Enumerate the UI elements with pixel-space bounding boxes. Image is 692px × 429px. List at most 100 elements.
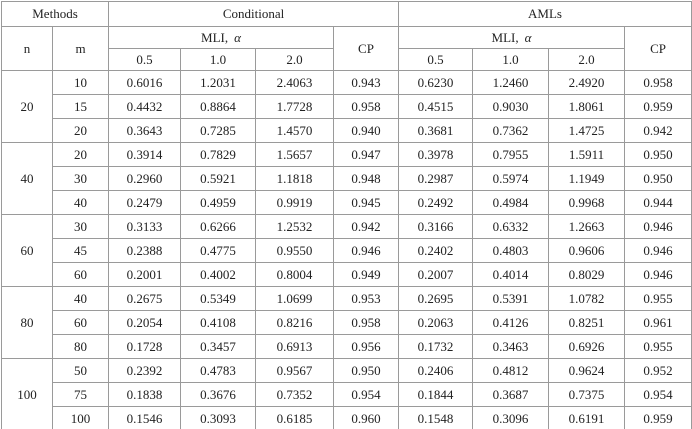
value-cell: 0.4002: [180, 262, 256, 287]
value-cell: 0.9968: [548, 190, 626, 215]
table-row: 15 0.4432 0.8864 1.7728 0.958 0.4515 0.9030 1.8…: [2, 94, 692, 119]
m-cell: 40: [52, 190, 109, 215]
value-cell: 0.946: [624, 238, 692, 263]
value-cell: 0.4812: [472, 358, 550, 383]
table-row: 60 0.2001 0.4002 0.8004 0.949 0.2007 0.4014 0.8…: [2, 262, 692, 287]
value-cell: 0.953: [332, 286, 400, 311]
header-cell: 0.5: [108, 48, 181, 71]
table-row: 80 40 0.2675 0.5349 1.0699 0.953 0.2695 0.5391 1…: [1, 286, 692, 359]
value-cell: 0.6266: [180, 214, 256, 239]
value-cell: 0.6191: [548, 406, 626, 429]
value-cell: 0.3914: [108, 142, 181, 167]
value-cell: 0.940: [332, 118, 400, 143]
n-cell: 60: [1, 214, 53, 287]
value-cell: 0.3463: [472, 334, 550, 359]
value-cell: 1.0782: [548, 286, 626, 311]
value-cell: 1.2663: [548, 214, 626, 239]
value-cell: 0.2392: [108, 358, 181, 383]
value-cell: 0.950: [624, 142, 692, 167]
table-row: 60 0.2054 0.4108 0.8216 0.958 0.2063 0.4126 0.8…: [2, 310, 692, 335]
value-cell: 0.5921: [180, 166, 256, 191]
value-cell: 0.958: [624, 70, 692, 95]
value-cell: 0.958: [332, 94, 400, 119]
value-cell: 2.4063: [255, 70, 334, 95]
value-cell: 0.3681: [398, 118, 474, 143]
value-cell: 0.954: [332, 382, 400, 407]
value-cell: 1.4570: [255, 118, 334, 143]
value-cell: 1.8061: [548, 94, 626, 119]
value-cell: 0.2987: [398, 166, 474, 191]
m-cell: 75: [52, 382, 109, 407]
value-cell: 0.3687: [472, 382, 550, 407]
m-cell: 50: [52, 358, 109, 383]
value-cell: 0.9919: [255, 190, 334, 215]
header-cell: MLI, α: [398, 26, 626, 49]
value-cell: 0.3676: [180, 382, 256, 407]
value-cell: 0.955: [624, 286, 692, 311]
value-cell: 0.942: [624, 118, 692, 143]
header-cell: Methods: [1, 1, 109, 27]
value-cell: 1.7728: [255, 94, 334, 119]
m-cell: 15: [52, 94, 109, 119]
header-cell: 1.0: [472, 48, 550, 71]
table-row: 45 0.2388 0.4775 0.9550 0.946 0.2402 0.4803 0.9…: [2, 238, 692, 263]
header-cell: CP: [624, 26, 692, 71]
value-cell: 0.956: [332, 334, 400, 359]
value-cell: 0.8216: [255, 310, 334, 335]
value-cell: 1.2031: [180, 70, 256, 95]
value-cell: 0.958: [332, 310, 400, 335]
value-cell: 0.955: [624, 334, 692, 359]
value-cell: 0.1844: [398, 382, 474, 407]
value-cell: 0.7285: [180, 118, 256, 143]
m-cell: 45: [52, 238, 109, 263]
value-cell: 0.9624: [548, 358, 626, 383]
value-cell: 0.948: [332, 166, 400, 191]
value-cell: 0.2695: [398, 286, 474, 311]
n-cell: 40: [1, 142, 53, 215]
value-cell: 0.2479: [108, 190, 181, 215]
value-cell: 0.3978: [398, 142, 474, 167]
header-cell: 1.0: [180, 48, 256, 71]
m-cell: 30: [52, 214, 109, 239]
value-cell: 0.4984: [472, 190, 550, 215]
value-cell: 0.4126: [472, 310, 550, 335]
alpha-symbol: α: [524, 29, 532, 45]
m-cell: 100: [52, 406, 109, 429]
table-row: 100 50 0.2392 0.4783 0.9567 0.950 0.2406 0.4812…: [1, 358, 692, 429]
value-cell: 0.1732: [398, 334, 474, 359]
value-cell: 0.1548: [398, 406, 474, 429]
value-cell: 0.7362: [472, 118, 550, 143]
header-cell: 2.0: [548, 48, 626, 71]
value-cell: 0.3457: [180, 334, 256, 359]
m-cell: 20: [52, 142, 109, 167]
m-cell: 30: [52, 166, 109, 191]
value-cell: 1.5911: [548, 142, 626, 167]
value-cell: 0.7352: [255, 382, 334, 407]
value-cell: 0.2402: [398, 238, 474, 263]
value-cell: 0.952: [624, 358, 692, 383]
table-row: 100 0.1546 0.3093 0.6185 0.960 0.1548 0.3096 0.…: [2, 406, 692, 429]
value-cell: 0.2001: [108, 262, 181, 287]
value-cell: 0.954: [624, 382, 692, 407]
table-row: 80 0.1728 0.3457 0.6913 0.956 0.1732 0.3463 0.6…: [2, 334, 692, 359]
value-cell: 0.9550: [255, 238, 334, 263]
value-cell: 0.3166: [398, 214, 474, 239]
value-cell: 0.959: [624, 406, 692, 429]
value-cell: 1.2460: [472, 70, 550, 95]
value-cell: 0.7375: [548, 382, 626, 407]
value-cell: 0.8004: [255, 262, 334, 287]
value-cell: 0.2388: [108, 238, 181, 263]
value-cell: 0.960: [332, 406, 400, 429]
value-cell: 1.1818: [255, 166, 334, 191]
value-cell: 0.5349: [180, 286, 256, 311]
m-cell: 80: [52, 334, 109, 359]
value-cell: 0.2063: [398, 310, 474, 335]
value-cell: 0.946: [624, 262, 692, 287]
value-cell: 0.3093: [180, 406, 256, 429]
value-cell: 0.9567: [255, 358, 334, 383]
value-cell: 2.4920: [548, 70, 626, 95]
table-row: 30 0.2960 0.5921 1.1818 0.948 0.2987 0.5974 1.1…: [2, 166, 692, 191]
m-cell: 20: [52, 118, 109, 143]
value-cell: 0.944: [624, 190, 692, 215]
